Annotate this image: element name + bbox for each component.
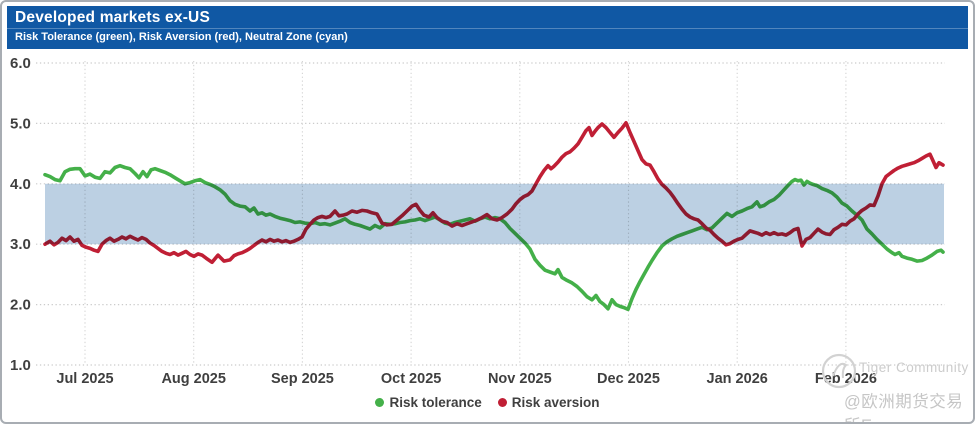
legend-dot-icon: [497, 398, 507, 407]
y-axis-tick-label: 2.0: [10, 297, 31, 314]
legend-item-risk-aversion[interactable]: Risk aversion: [497, 395, 600, 410]
legend-dot-icon: [375, 398, 385, 407]
chart-legend: Risk tolerance Risk aversion: [2, 395, 973, 410]
x-axis-month-label: Oct 2025: [381, 371, 441, 387]
y-axis-tick-label: 1.0: [10, 357, 31, 374]
legend-item-risk-tolerance[interactable]: Risk tolerance: [375, 395, 482, 410]
y-axis-tick-label: 4.0: [10, 176, 31, 193]
chart-header: Developed markets ex-US Risk Tolerance (…: [7, 6, 968, 49]
y-axis-tick-label: 5.0: [10, 115, 31, 132]
chart-title: Developed markets ex-US: [15, 9, 210, 26]
y-axis-tick-label: 3.0: [10, 236, 31, 253]
legend-label: Risk aversion: [511, 395, 600, 410]
x-axis-month-label: Feb 2026: [815, 371, 877, 387]
chart-subtitle: Risk Tolerance (green), Risk Aversion (r…: [7, 28, 968, 43]
x-axis-month-label: Aug 2025: [161, 371, 225, 387]
legend-label: Risk tolerance: [389, 395, 482, 410]
y-axis-tick-label: 6.0: [10, 55, 31, 72]
x-axis-month-label: Sep 2025: [271, 371, 334, 387]
x-axis-month-label: Dec 2025: [597, 371, 660, 387]
line-chart: 6.0 5.0 4.0 3.0 2.0 1.0 Jul 2025 Aug 2025 Sep 20…: [10, 55, 945, 387]
x-axis-month-label: Jul 2025: [56, 371, 113, 387]
neutral-zone-band: [45, 183, 944, 245]
x-axis-month-label: Nov 2025: [488, 371, 552, 387]
x-axis-month-label: Jan 2026: [707, 371, 768, 387]
